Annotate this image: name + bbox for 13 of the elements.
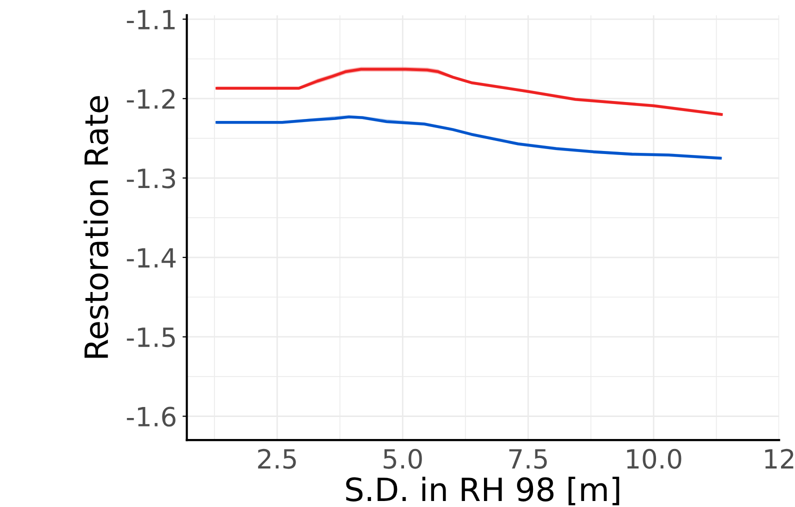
x-axis-title: S.D. in RH 98 [m] bbox=[346, 476, 620, 506]
y-tick-label: -1.3 bbox=[126, 168, 175, 188]
y-tick-label: -1.6 bbox=[126, 406, 176, 427]
y-axis-title: Restoration Rate bbox=[84, 96, 108, 358]
y-tick-label: -1.2 bbox=[126, 89, 174, 109]
x-tick-label: 10.0 bbox=[627, 448, 682, 469]
y-tick-label: -1.4 bbox=[126, 248, 176, 268]
y-tick-label: -1.1 bbox=[126, 10, 175, 30]
x-tick-label: 7.5 bbox=[509, 449, 547, 469]
x-tick-label: 12 bbox=[765, 448, 794, 468]
x-tick-label: 5.0 bbox=[384, 448, 422, 469]
x-tick-label: 2.5 bbox=[258, 448, 296, 469]
y-tick-label: -1.5 bbox=[126, 328, 175, 348]
